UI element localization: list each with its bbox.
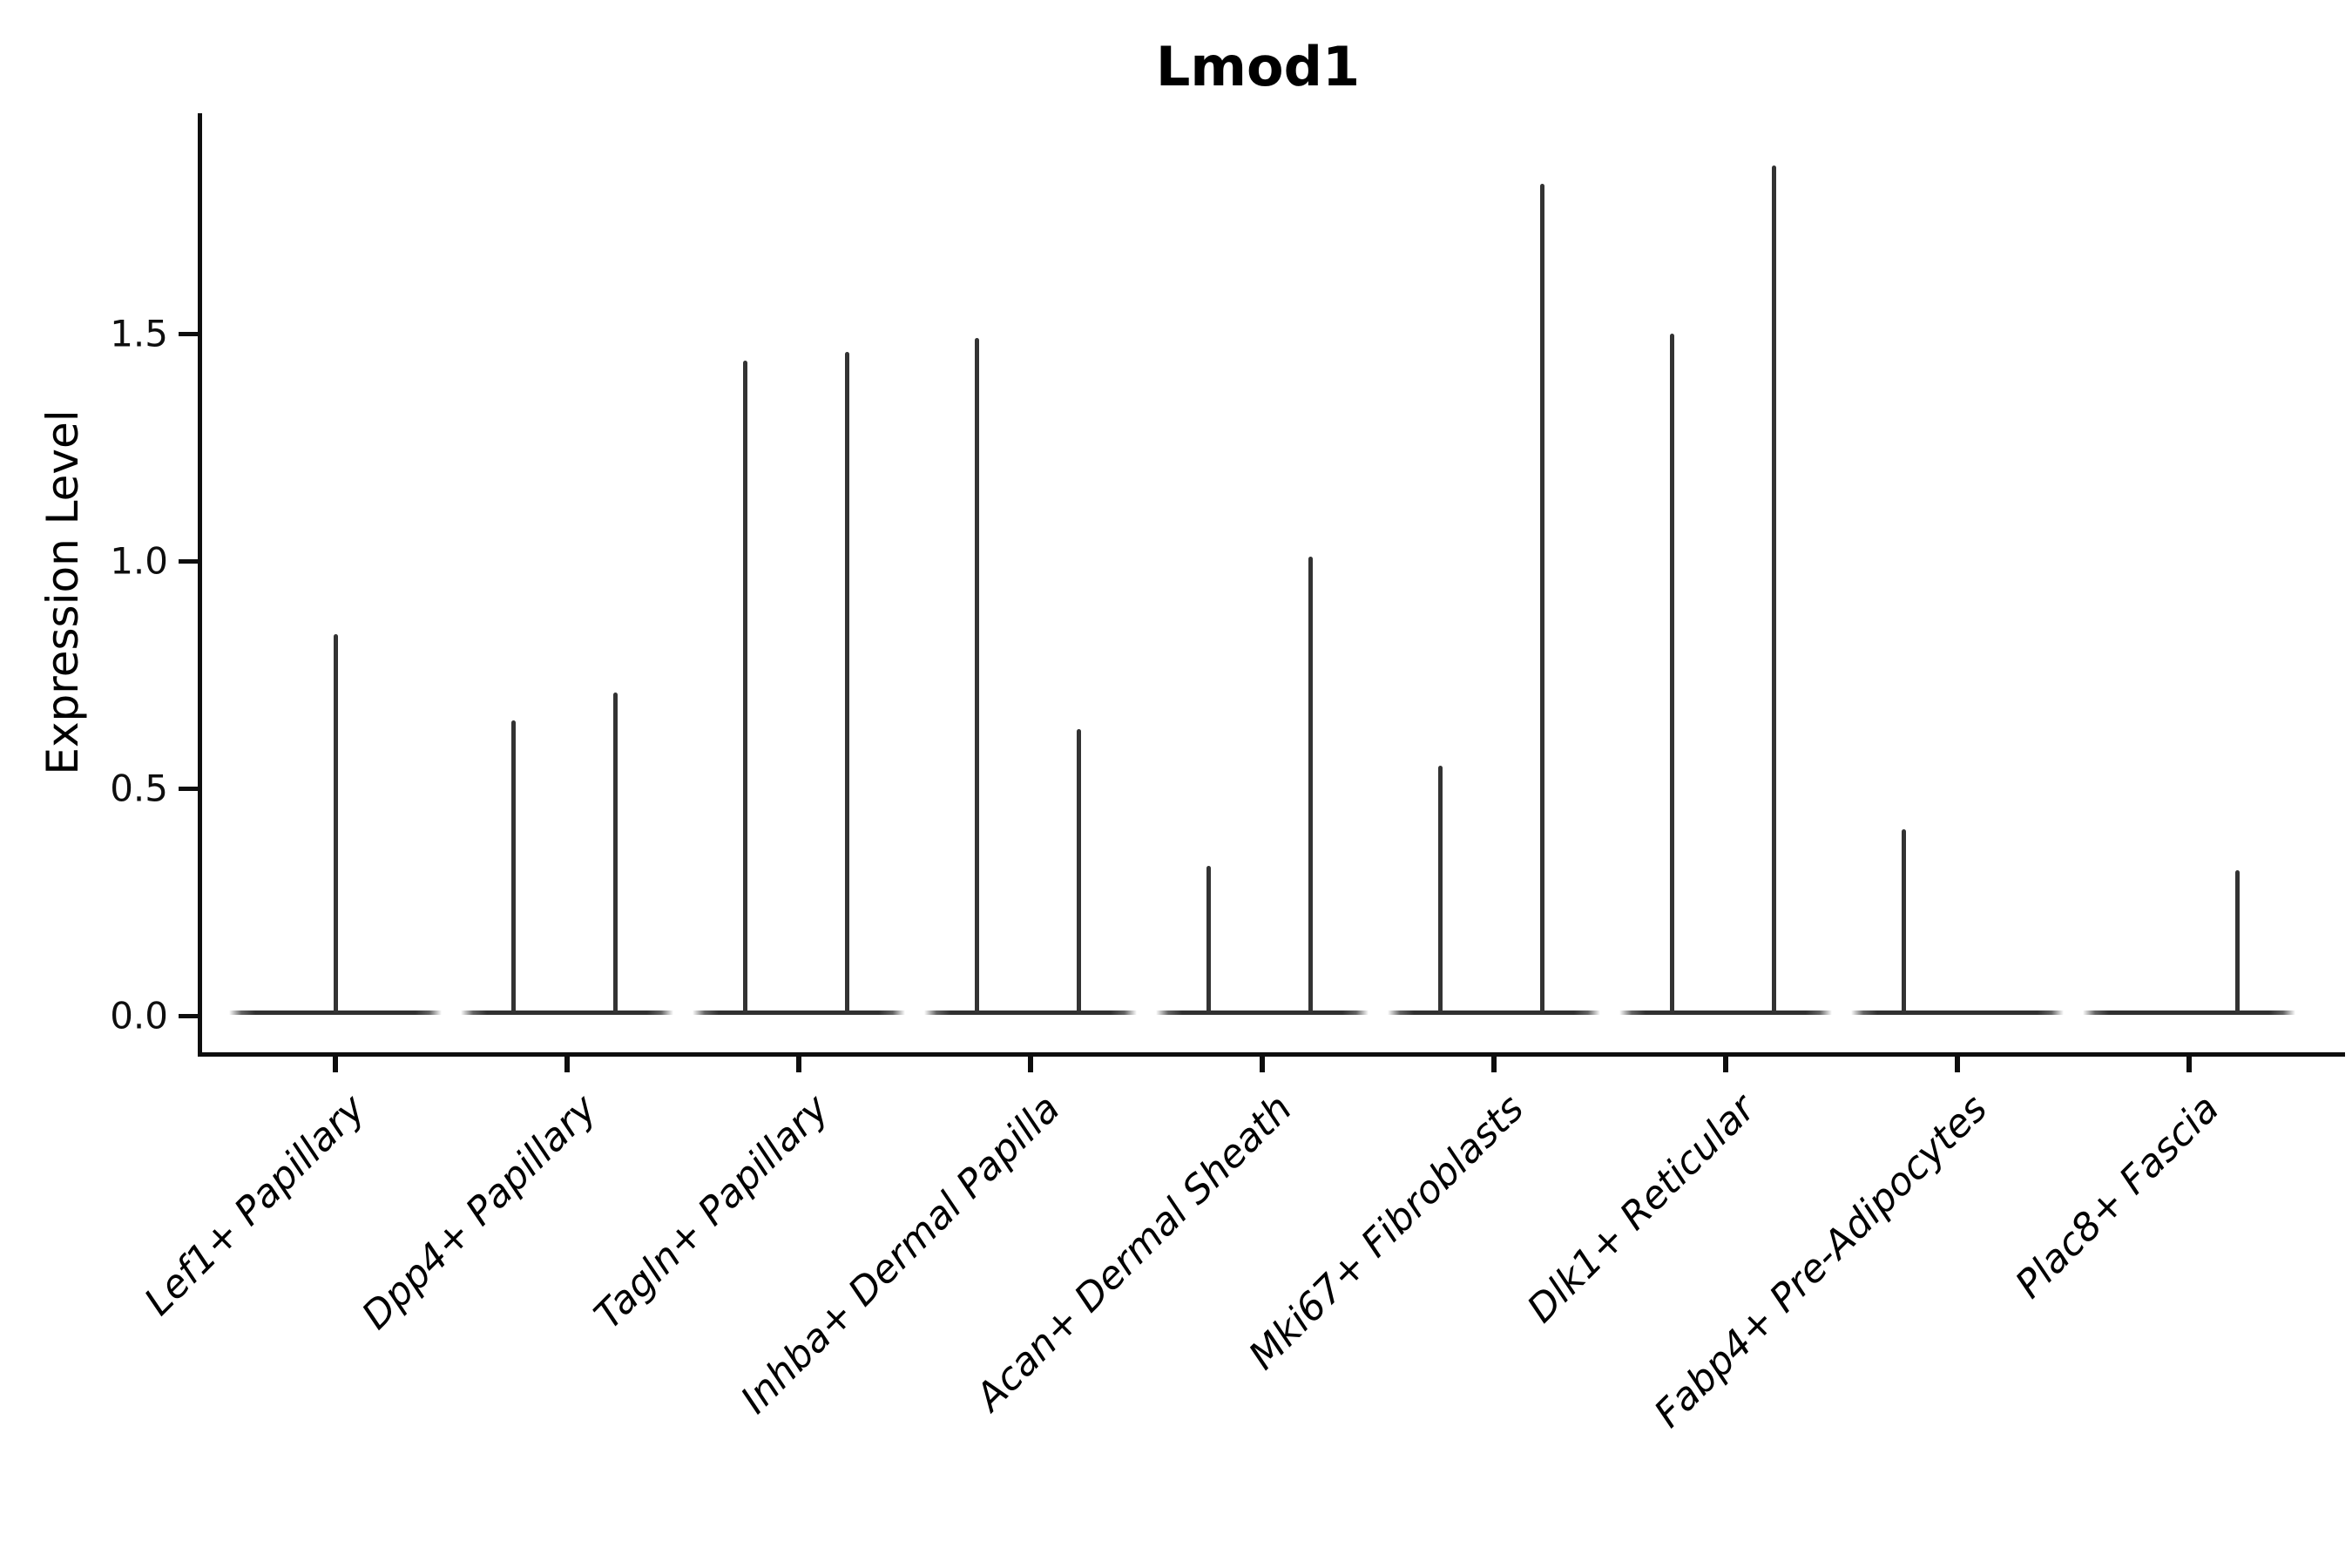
violin-baseline <box>461 1010 673 1015</box>
violin-spike <box>1308 556 1313 1013</box>
violin-spike <box>333 633 338 1013</box>
x-tick-mark <box>1723 1055 1728 1072</box>
y-axis-label: Expression Level <box>37 409 88 775</box>
violin-baseline <box>2083 1010 2295 1015</box>
x-tick-mark <box>564 1055 570 1072</box>
violin-spike <box>1437 765 1443 1013</box>
y-tick-mark <box>179 558 198 564</box>
x-tick-mark <box>796 1055 801 1072</box>
x-tick-label: Dpp4+ Papillary <box>354 1086 606 1339</box>
violin-spike <box>2234 869 2240 1013</box>
violin-baseline <box>1388 1010 1600 1015</box>
x-axis-spine <box>198 1052 2345 1057</box>
x-tick-mark <box>333 1055 338 1072</box>
x-tick-mark <box>2186 1055 2192 1072</box>
x-tick-label: Plac8+ Fascia <box>2006 1086 2228 1308</box>
y-tick-label: 0.5 <box>110 767 168 810</box>
x-tick-label: Dlk1+ Reticular <box>1518 1086 1765 1332</box>
y-tick-label: 0.0 <box>110 994 168 1037</box>
x-tick-label: Tagln+ Papillary <box>585 1086 838 1338</box>
x-tick-label: Lef1+ Papillary <box>136 1086 375 1325</box>
x-tick-mark <box>1260 1055 1265 1072</box>
violin-spike <box>844 351 849 1013</box>
x-tick-mark <box>1491 1055 1497 1072</box>
y-axis-spine <box>198 113 202 1057</box>
violin-spike <box>742 361 747 1013</box>
violin-spike <box>612 693 618 1013</box>
violin-spike <box>1901 828 1906 1013</box>
violin-spike <box>1771 165 1776 1013</box>
y-tick-mark <box>179 786 198 791</box>
y-tick-mark <box>179 331 198 336</box>
violin-baseline <box>1851 1010 2064 1015</box>
violin-baseline <box>693 1010 905 1015</box>
violin-spike <box>1206 865 1211 1013</box>
violin-spike <box>974 338 979 1013</box>
violin-spike <box>510 720 516 1013</box>
violin-spike <box>1669 334 1674 1013</box>
y-tick-label: 1.5 <box>110 312 168 355</box>
violin-spike <box>1076 729 1081 1013</box>
y-tick-label: 1.0 <box>110 539 168 583</box>
x-tick-mark <box>1028 1055 1033 1072</box>
violin-baseline <box>1619 1010 1832 1015</box>
violin-spike <box>1539 183 1544 1013</box>
violin-baseline <box>924 1010 1137 1015</box>
y-tick-mark <box>179 1013 198 1018</box>
chart-title: Lmod1 <box>1155 35 1361 98</box>
violin-baseline <box>1156 1010 1369 1015</box>
x-tick-mark <box>1955 1055 1960 1072</box>
